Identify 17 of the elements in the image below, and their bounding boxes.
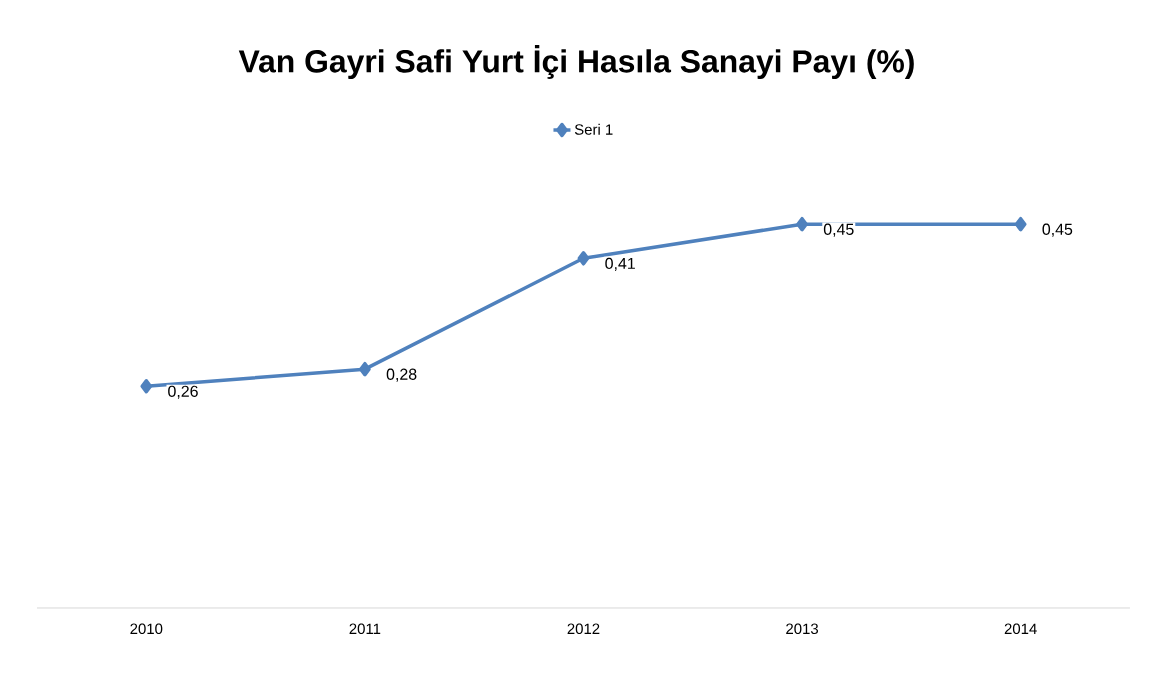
x-tick-label: 2010 [130, 623, 163, 635]
point [796, 216, 808, 232]
x-tick-label: 2012 [567, 623, 600, 635]
chart-title: Van Gayri Safi Yurt İçi Hasıla Sanayi Payı (%) [238, 45, 914, 79]
data-label: 0,45 [823, 223, 854, 237]
x-tick-label: 2011 [349, 623, 381, 635]
x-tick-label: 2013 [786, 623, 819, 635]
point [1014, 216, 1027, 232]
data-label: 0,26 [168, 385, 198, 399]
point [577, 251, 590, 266]
data-label: 0,28 [386, 368, 417, 382]
point [140, 378, 153, 394]
x-tick-label: 2014 [1004, 623, 1037, 635]
legend-label: Seri 1 [574, 123, 613, 135]
point [359, 361, 371, 377]
data-label: 0,41 [605, 257, 635, 271]
data-label: 0,45 [1042, 223, 1073, 237]
